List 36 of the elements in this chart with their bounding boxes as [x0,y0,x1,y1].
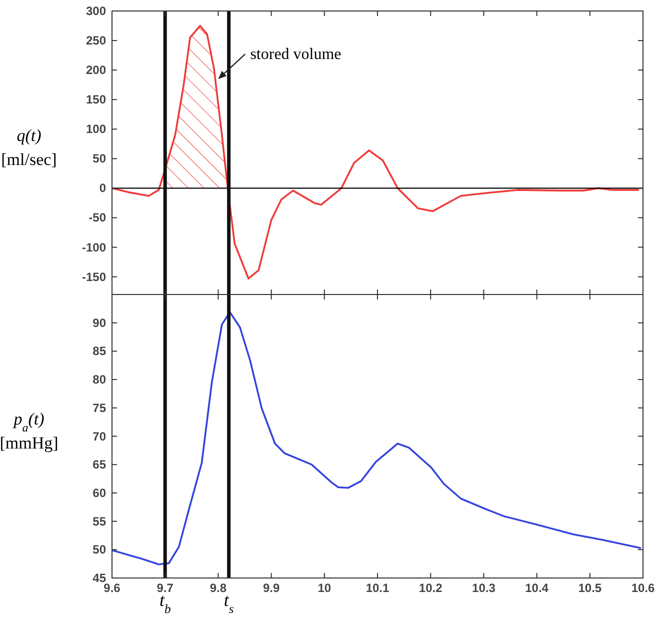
x-tick-label: 9.7 [156,581,174,595]
y-tick-label: 80 [92,372,106,387]
x-tick-label: 9.8 [210,581,227,595]
x-tick-label: 10.3 [472,581,496,595]
y-tick-label: 90 [92,316,106,330]
y-tick-label: 50 [92,542,106,557]
y-tick-label: 0 [99,181,106,196]
x-tick-label: 9.9 [262,581,280,595]
y-tick-label: -150 [82,270,106,284]
y-tick-label: 60 [92,486,106,500]
y-tick-label: 75 [92,400,106,415]
y-tick-label: 200 [86,63,106,78]
y-tick-label: -100 [82,240,106,254]
y-tick-label: 45 [92,571,106,585]
y-tick-label: 250 [86,34,106,48]
x-tick-label: 10.5 [578,581,602,595]
line-series [112,24,640,280]
y-tick-label: 150 [86,92,106,107]
line-series [112,311,642,566]
annotation: stored volume [250,46,342,64]
y-tick-label: 300 [86,4,106,18]
x-tick-label: 10.4 [525,581,549,595]
x-tick-label: 10.1 [366,581,390,595]
x-tick-label: 10.6 [631,581,655,595]
y-tick-label: 50 [92,152,106,166]
x-tick-label: 9.6 [104,581,121,595]
y-tick-label: 85 [92,344,106,358]
y-axis-title: p$_{a}$(t) [mmHg] [0,409,58,452]
y-axis-title: q(t) [ml/sec] [1,126,57,169]
x-tick-label: 10.2 [418,581,443,595]
y-tick-label: 70 [92,429,106,444]
y-tick-label: -50 [88,210,106,225]
y-tick-label: 65 [92,458,106,472]
y-tick-label: 100 [86,122,106,136]
y-tick-label: 55 [92,514,106,528]
x-tick-label: 10 [318,581,332,595]
